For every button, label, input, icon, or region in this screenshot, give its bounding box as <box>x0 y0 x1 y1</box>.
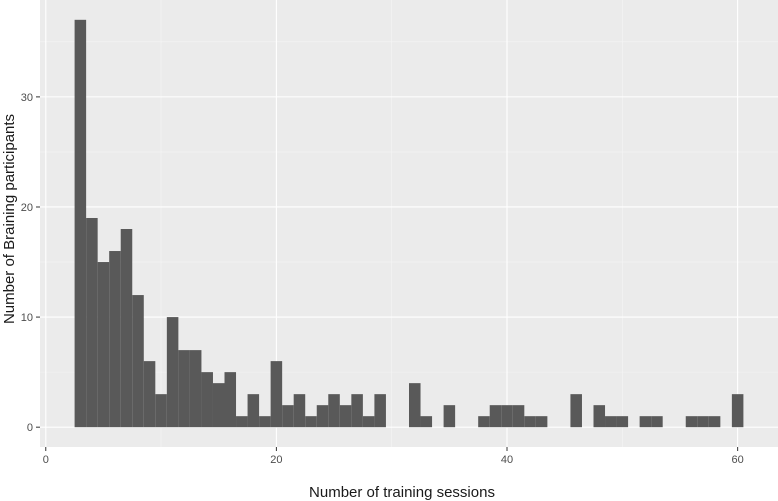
y-tick-label: 10 <box>21 312 33 324</box>
histogram-bar <box>478 416 490 428</box>
histogram-bar <box>120 229 133 428</box>
histogram-bar <box>166 317 179 428</box>
y-axis-title: Number of Braining participants <box>1 114 18 324</box>
histogram-bar <box>155 394 167 428</box>
x-tick-label: 40 <box>501 454 513 466</box>
plot-panel <box>40 0 778 447</box>
histogram-bar <box>109 251 121 428</box>
histogram-bar <box>236 416 248 428</box>
y-tick-label: 0 <box>27 422 33 434</box>
x-tick-label: 20 <box>270 454 282 466</box>
histogram-bar <box>697 416 709 428</box>
histogram-bar <box>143 361 156 428</box>
histogram-bar <box>616 416 629 428</box>
grid-minor <box>40 0 778 447</box>
histogram-bar <box>409 383 421 428</box>
y-tick-label: 30 <box>21 92 33 104</box>
x-axis-title: Number of training sessions <box>309 484 495 501</box>
x-tick-label: 60 <box>732 454 744 466</box>
x-axis: 0 20 40 60 <box>43 447 744 466</box>
histogram-bar <box>201 372 213 428</box>
histogram-bar <box>97 262 110 428</box>
histogram-bar <box>708 416 721 428</box>
histogram-bar <box>420 416 433 428</box>
histogram-bar <box>212 383 225 428</box>
histogram-bar <box>605 416 617 428</box>
histogram-bar <box>259 416 271 428</box>
histogram-bar <box>651 416 663 428</box>
histogram-bar <box>74 19 87 428</box>
histogram-bar <box>316 405 329 428</box>
histogram-bar <box>501 405 513 428</box>
histogram-bar <box>443 405 456 428</box>
histogram-bar <box>731 394 744 428</box>
histogram-bar <box>189 350 202 428</box>
histogram-bar <box>570 394 582 428</box>
y-axis: 0 10 20 30 <box>21 92 40 434</box>
histogram-bar <box>593 405 606 428</box>
histogram-bar <box>293 394 306 428</box>
histogram-bar <box>512 405 525 428</box>
histogram-bar <box>362 416 375 428</box>
histogram-bar <box>524 416 536 428</box>
histogram-bars <box>74 19 744 428</box>
histogram-bar <box>535 416 548 428</box>
y-tick-label: 20 <box>21 202 33 214</box>
histogram-bar <box>224 372 237 428</box>
histogram-bar <box>178 350 190 428</box>
histogram-bar <box>374 394 386 428</box>
histogram-bar <box>489 405 502 428</box>
histogram-bar <box>305 416 317 428</box>
histogram-bar <box>247 394 260 428</box>
x-tick-label: 0 <box>43 454 49 466</box>
histogram-bar <box>685 416 698 428</box>
histogram-bar <box>339 405 352 428</box>
histogram-bar <box>282 405 294 428</box>
histogram-bar <box>639 416 652 428</box>
histogram-bar <box>132 295 144 428</box>
histogram-bar <box>351 394 363 428</box>
histogram-bar <box>86 217 98 428</box>
histogram-bar <box>270 361 283 428</box>
histogram-bar <box>328 394 340 428</box>
